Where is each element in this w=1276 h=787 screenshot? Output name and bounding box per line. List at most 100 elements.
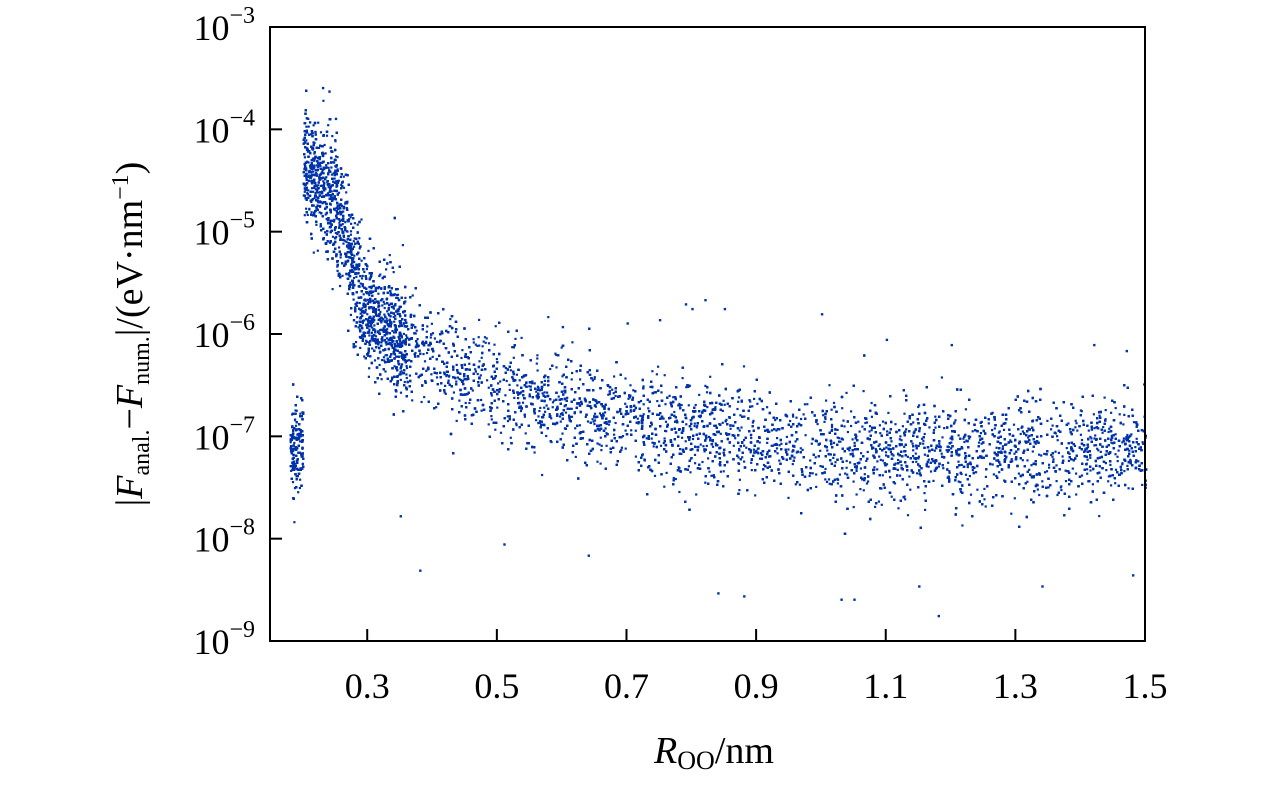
data-point xyxy=(395,296,398,299)
data-point xyxy=(1110,411,1113,414)
data-point xyxy=(494,428,497,431)
data-point xyxy=(998,430,1001,433)
data-point xyxy=(776,452,779,455)
data-point xyxy=(327,192,330,195)
data-point xyxy=(318,200,322,203)
data-point xyxy=(368,290,371,293)
data-point xyxy=(312,170,315,173)
data-point xyxy=(335,155,338,158)
data-point xyxy=(830,408,833,411)
data-point xyxy=(738,448,741,451)
data-point xyxy=(879,432,882,435)
data-point xyxy=(664,420,668,423)
data-point xyxy=(1122,437,1125,440)
data-point xyxy=(766,450,769,454)
data-point xyxy=(411,294,414,297)
data-point xyxy=(303,156,306,159)
data-point xyxy=(1028,468,1031,471)
data-point xyxy=(914,452,917,455)
data-point xyxy=(693,453,697,456)
data-point xyxy=(975,471,978,474)
data-point xyxy=(414,351,417,355)
data-point xyxy=(1064,480,1068,483)
data-point xyxy=(404,296,407,299)
data-point xyxy=(373,318,376,322)
data-point xyxy=(1126,433,1129,437)
data-point xyxy=(318,146,321,149)
data-point xyxy=(360,218,363,221)
data-point xyxy=(296,428,299,431)
data-point xyxy=(1086,446,1090,449)
data-point xyxy=(317,121,320,124)
data-point xyxy=(1057,451,1060,454)
data-point xyxy=(1048,466,1051,469)
data-point xyxy=(957,460,960,463)
data-point xyxy=(426,325,429,328)
data-point xyxy=(948,470,951,473)
data-point xyxy=(1093,427,1096,430)
data-point xyxy=(878,443,881,446)
data-point xyxy=(1079,409,1082,412)
data-point xyxy=(991,429,994,432)
data-point xyxy=(373,324,376,327)
data-point xyxy=(858,430,861,433)
data-point xyxy=(625,411,628,414)
data-point xyxy=(832,456,835,459)
data-point xyxy=(649,385,652,388)
data-point xyxy=(923,492,926,495)
data-point xyxy=(398,307,401,311)
data-point xyxy=(941,436,944,439)
data-point xyxy=(319,131,323,134)
data-point xyxy=(1050,453,1053,457)
data-point xyxy=(1090,428,1093,431)
data-point xyxy=(685,386,688,389)
data-point xyxy=(399,340,402,343)
data-point xyxy=(845,391,848,394)
data-point xyxy=(358,328,361,331)
data-point xyxy=(299,412,302,415)
data-point xyxy=(854,465,857,469)
data-point xyxy=(912,421,915,424)
data-point xyxy=(352,240,355,243)
data-point xyxy=(1028,434,1031,437)
data-point xyxy=(753,397,756,400)
data-point xyxy=(299,467,302,470)
data-point xyxy=(431,332,435,335)
data-point xyxy=(349,216,352,219)
data-point xyxy=(1097,449,1100,452)
data-point xyxy=(889,448,892,451)
data-point xyxy=(320,184,324,187)
data-point xyxy=(967,435,970,438)
data-point xyxy=(874,447,877,451)
data-point xyxy=(791,463,794,466)
data-point xyxy=(758,457,762,460)
data-point xyxy=(294,409,297,412)
data-point xyxy=(632,389,635,392)
data-point xyxy=(968,462,971,465)
data-point xyxy=(604,411,607,414)
data-point xyxy=(367,325,370,328)
data-point xyxy=(1118,413,1121,416)
data-point xyxy=(794,440,797,443)
data-point xyxy=(385,354,389,357)
data-point xyxy=(1094,434,1097,437)
data-point xyxy=(306,213,309,216)
data-point xyxy=(946,450,949,453)
data-point xyxy=(722,470,725,473)
data-point xyxy=(394,314,397,317)
data-point xyxy=(536,354,539,357)
data-point xyxy=(629,384,632,387)
data-point xyxy=(913,457,916,460)
data-point xyxy=(680,452,683,455)
data-point xyxy=(959,490,962,493)
data-point xyxy=(509,369,512,372)
data-point xyxy=(1003,454,1006,457)
data-point xyxy=(574,455,577,458)
data-point xyxy=(879,458,882,461)
data-point xyxy=(848,449,851,452)
data-point xyxy=(1111,442,1114,445)
data-point xyxy=(681,436,684,439)
data-point xyxy=(663,437,666,440)
data-point xyxy=(483,336,487,339)
data-point xyxy=(331,235,335,238)
